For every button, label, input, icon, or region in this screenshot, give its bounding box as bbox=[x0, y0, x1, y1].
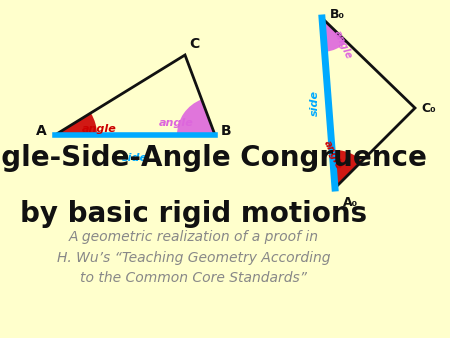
Text: side: side bbox=[122, 153, 148, 163]
Text: angle: angle bbox=[159, 118, 194, 128]
Wedge shape bbox=[177, 99, 215, 135]
Wedge shape bbox=[55, 113, 97, 135]
Text: angle: angle bbox=[332, 28, 354, 61]
Text: A geometric realization of a proof in
H. Wu’s “Teaching Geometry According
to th: A geometric realization of a proof in H.… bbox=[57, 230, 330, 285]
Text: angle: angle bbox=[322, 139, 344, 171]
Text: B₀: B₀ bbox=[330, 7, 345, 21]
Wedge shape bbox=[322, 18, 346, 52]
Text: A₀: A₀ bbox=[343, 196, 358, 209]
Text: A: A bbox=[36, 124, 47, 138]
Text: angle: angle bbox=[82, 124, 117, 134]
Text: B: B bbox=[221, 124, 232, 138]
Text: by basic rigid motions: by basic rigid motions bbox=[20, 200, 367, 228]
Text: Angle-Side-Angle Congruence: Angle-Side-Angle Congruence bbox=[0, 144, 427, 172]
Text: side: side bbox=[310, 90, 320, 116]
Wedge shape bbox=[332, 150, 362, 188]
Text: C₀: C₀ bbox=[421, 101, 436, 115]
Text: C: C bbox=[189, 37, 199, 51]
